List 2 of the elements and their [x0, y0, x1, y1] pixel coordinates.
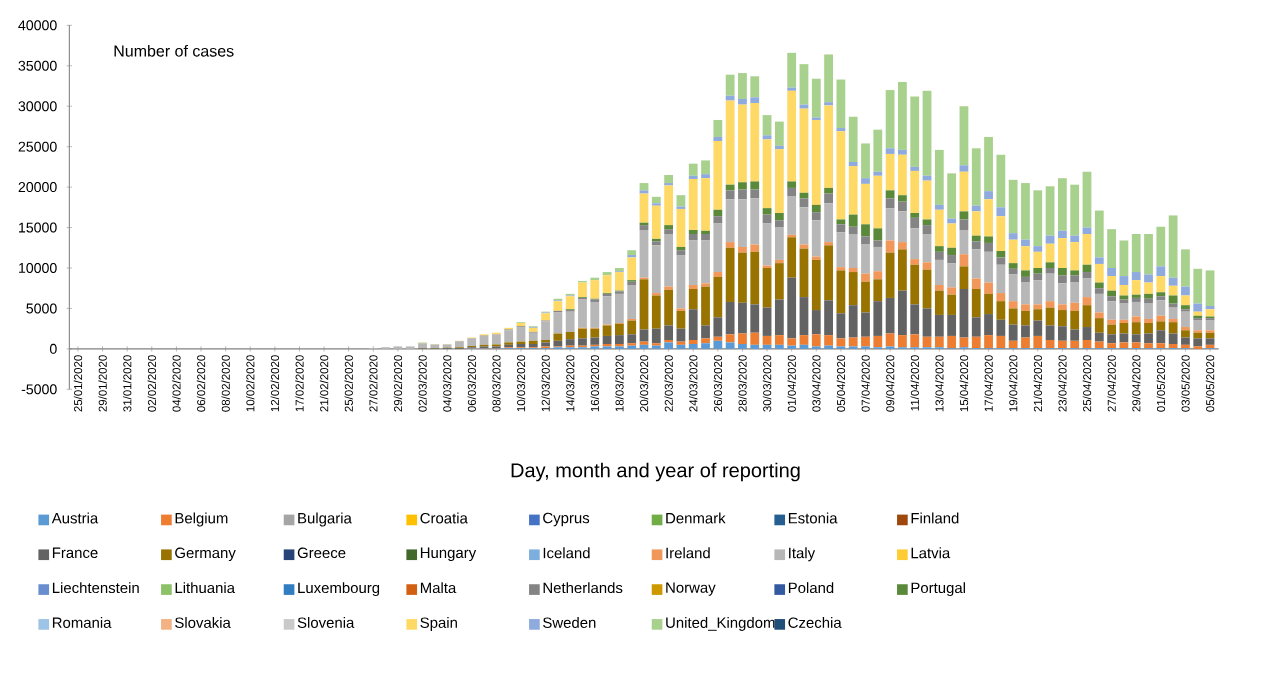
x-axis-title: Day, month and year of reporting — [511, 463, 800, 482]
y-axis-title: Number of cases — [114, 45, 234, 58]
